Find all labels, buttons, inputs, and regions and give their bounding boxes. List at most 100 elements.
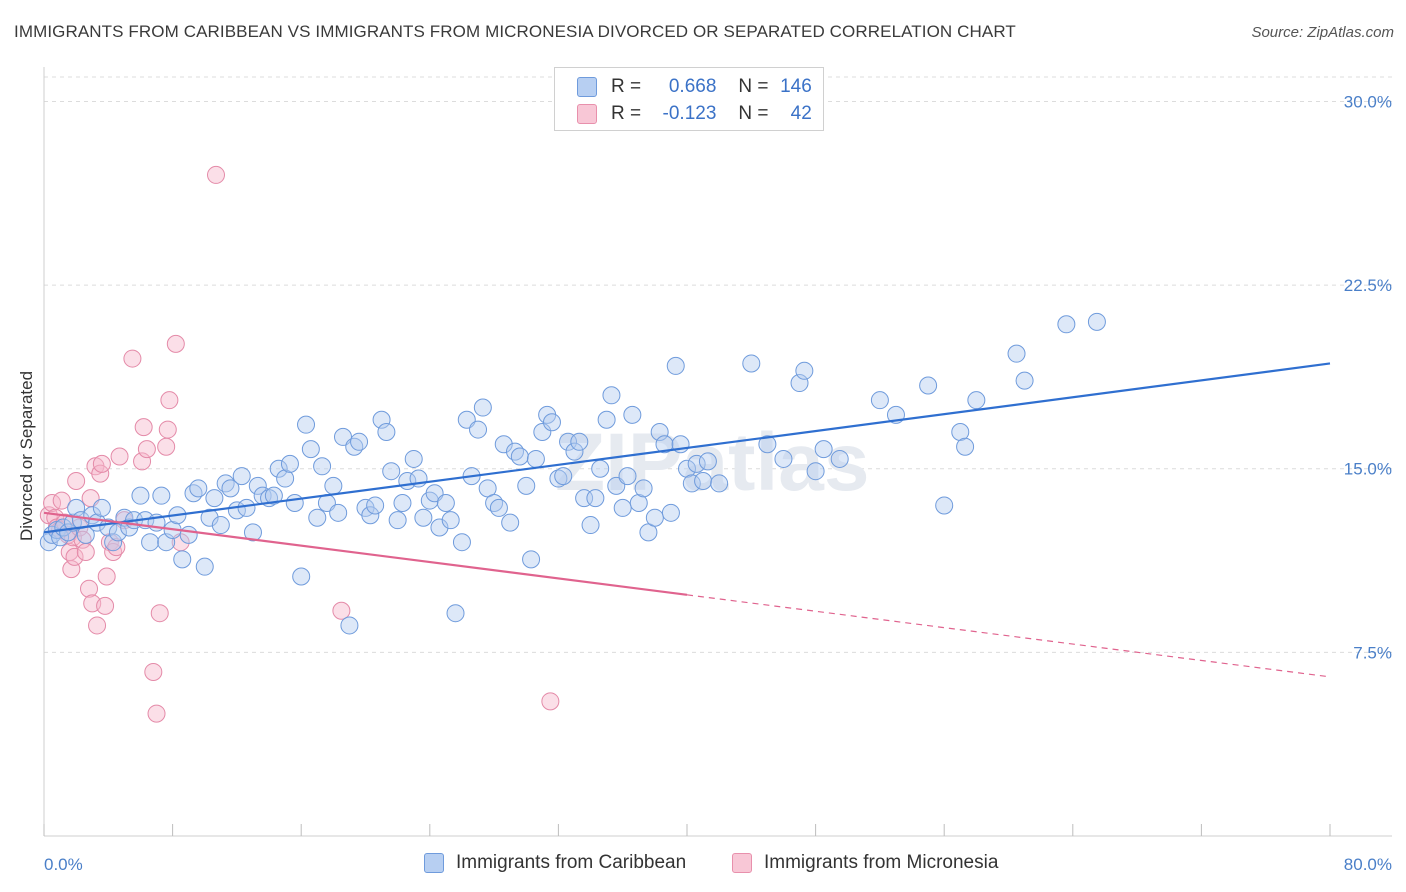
caribbean-point [698, 452, 717, 471]
caribbean-point [446, 604, 465, 623]
micronesia-point [144, 662, 163, 681]
caribbean-point [814, 440, 833, 459]
micronesia-point [137, 440, 156, 459]
caribbean-point [179, 525, 198, 544]
caribbean-point [774, 449, 793, 468]
caribbean-point [623, 405, 642, 424]
caribbean-point [694, 471, 713, 490]
caribbean-trend-line [43, 362, 1331, 534]
caribbean-point [404, 449, 423, 468]
caribbean-point [308, 508, 327, 527]
micronesia-point [97, 567, 116, 586]
caribbean-point [510, 447, 529, 466]
caribbean-point [629, 494, 648, 513]
legend-item-caribbean: Immigrants from Caribbean [424, 852, 686, 874]
caribbean-point [956, 437, 975, 456]
y-tick-label: 30.0% [1344, 92, 1392, 111]
caribbean-point [345, 437, 364, 456]
micronesia-point [67, 471, 86, 490]
micronesia-point [52, 491, 71, 510]
r-label: R = [611, 103, 642, 124]
micronesia-point [541, 692, 560, 711]
caribbean-point [301, 440, 320, 459]
micronesia-point [76, 542, 95, 561]
caribbean-point [501, 513, 520, 532]
caribbean-point [350, 432, 369, 451]
caribbean-point [329, 503, 348, 522]
caribbean-point [830, 449, 849, 468]
micronesia-point [158, 420, 177, 439]
micronesia-point [92, 454, 111, 473]
series-legend: Immigrants from Caribbean Immigrants fro… [0, 852, 1406, 878]
caribbean-point [1015, 371, 1034, 390]
caribbean-point [666, 356, 685, 375]
caribbean-point [655, 435, 674, 454]
caribbean-point [591, 459, 610, 478]
micronesia-legend-swatch [732, 853, 752, 873]
micronesia-point [80, 579, 99, 598]
caribbean-point [414, 508, 433, 527]
caribbean-legend-swatch [424, 853, 444, 873]
caribbean-point [243, 523, 262, 542]
y-tick-label: 15.0% [1344, 460, 1392, 479]
caribbean-point [237, 498, 256, 517]
caribbean-point [173, 550, 192, 569]
caribbean-point [216, 474, 235, 493]
micronesia-point [166, 334, 185, 353]
caribbean-point [485, 494, 504, 513]
micronesia-point [160, 391, 179, 410]
caribbean-point [377, 423, 396, 442]
caribbean-point [526, 449, 545, 468]
micronesia-point [88, 616, 107, 635]
caribbean-point [806, 462, 825, 481]
caribbean-point [645, 508, 664, 527]
caribbean-point [340, 616, 359, 635]
n-value-caribbean: 146 [780, 76, 812, 97]
caribbean-point [232, 467, 251, 486]
n-value-micronesia: 42 [790, 103, 812, 124]
legend-item-micronesia: Immigrants from Micronesia [732, 852, 998, 874]
micronesia-point [207, 165, 226, 184]
caribbean-point [269, 459, 288, 478]
micronesia-point [332, 601, 351, 620]
caribbean-point [565, 442, 584, 461]
chart-title: IMMIGRANTS FROM CARIBBEAN VS IMMIGRANTS … [14, 22, 1016, 41]
legend-row-caribbean: R = 0.668 N = 146 [577, 75, 812, 99]
caribbean-point [189, 479, 208, 498]
caribbean-point [967, 391, 986, 410]
caribbean-point [613, 498, 632, 517]
caribbean-point [1057, 315, 1076, 334]
legend-label-caribbean: Immigrants from Caribbean [456, 852, 687, 873]
micronesia-trend-line [43, 511, 688, 596]
caribbean-point [505, 442, 524, 461]
caribbean-point [597, 410, 616, 429]
legend-row-micronesia: R = -0.123 N = 42 [577, 102, 812, 126]
caribbean-point [141, 533, 160, 552]
micronesia-point [110, 447, 129, 466]
r-value-micronesia: -0.123 [662, 103, 717, 124]
caribbean-point [436, 494, 455, 513]
micronesia-point [123, 349, 142, 368]
micronesia-point [147, 704, 166, 723]
micronesia-point [65, 547, 84, 566]
caribbean-point [195, 557, 214, 576]
caribbean-point [678, 459, 696, 478]
micronesia-swatch [577, 104, 597, 124]
caribbean-point [184, 484, 203, 503]
x-axis-ticks [43, 824, 1331, 836]
y-axis-tick-labels: 7.5% 15.0% 22.5% 30.0% [1344, 92, 1392, 662]
caribbean-point [586, 489, 605, 508]
caribbean-point [710, 474, 729, 493]
caribbean-point [285, 494, 304, 513]
caribbean-point [570, 432, 589, 451]
micronesia-point [107, 538, 126, 557]
source-label: Source: ZipAtlas.com [1251, 24, 1394, 41]
caribbean-point [742, 354, 761, 373]
caribbean-point [131, 486, 150, 505]
caribbean-point [324, 476, 343, 495]
x-tick-label-min: 0.0% [44, 855, 83, 874]
caribbean-point [441, 511, 460, 530]
caribbean-point [200, 508, 219, 527]
caribbean-point [221, 479, 240, 498]
